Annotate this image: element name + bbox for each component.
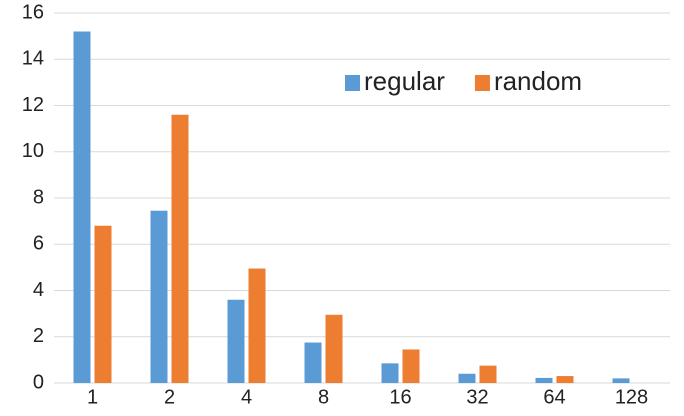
x-tick-label: 128 <box>615 386 648 408</box>
y-tick-label: 8 <box>33 186 44 208</box>
y-tick-label: 6 <box>33 233 44 255</box>
y-tick-label: 10 <box>22 140 44 162</box>
x-tick-label: 32 <box>466 386 488 408</box>
legend-swatch <box>345 75 360 91</box>
x-tick-label: 64 <box>543 386 565 408</box>
bar <box>150 210 168 383</box>
bar <box>171 114 189 383</box>
bar <box>535 377 553 383</box>
bar <box>402 349 420 383</box>
bar <box>325 314 343 383</box>
x-tick-label: 4 <box>241 386 252 408</box>
bar <box>381 363 399 383</box>
bar <box>94 225 112 383</box>
bar <box>248 268 266 383</box>
bar <box>556 376 574 383</box>
y-tick-label: 14 <box>22 48 44 70</box>
legend-swatch <box>474 75 490 91</box>
y-tick-label: 16 <box>22 1 44 23</box>
bar <box>458 373 476 383</box>
legend-text: regular <box>364 66 445 96</box>
y-tick-label: 2 <box>33 325 44 347</box>
bar <box>73 31 91 383</box>
x-tick-label: 8 <box>318 386 329 408</box>
bar <box>612 378 630 383</box>
y-tick-label: 4 <box>33 279 44 301</box>
legend-text: random <box>494 66 582 96</box>
bar <box>227 299 245 383</box>
x-tick-label: 16 <box>389 386 411 408</box>
y-tick-label: 12 <box>22 94 44 116</box>
x-tick-label: 2 <box>164 386 175 408</box>
y-tick-label: 0 <box>33 371 44 393</box>
bar <box>304 342 322 383</box>
bar <box>479 365 497 383</box>
x-tick-label: 1 <box>87 386 98 408</box>
